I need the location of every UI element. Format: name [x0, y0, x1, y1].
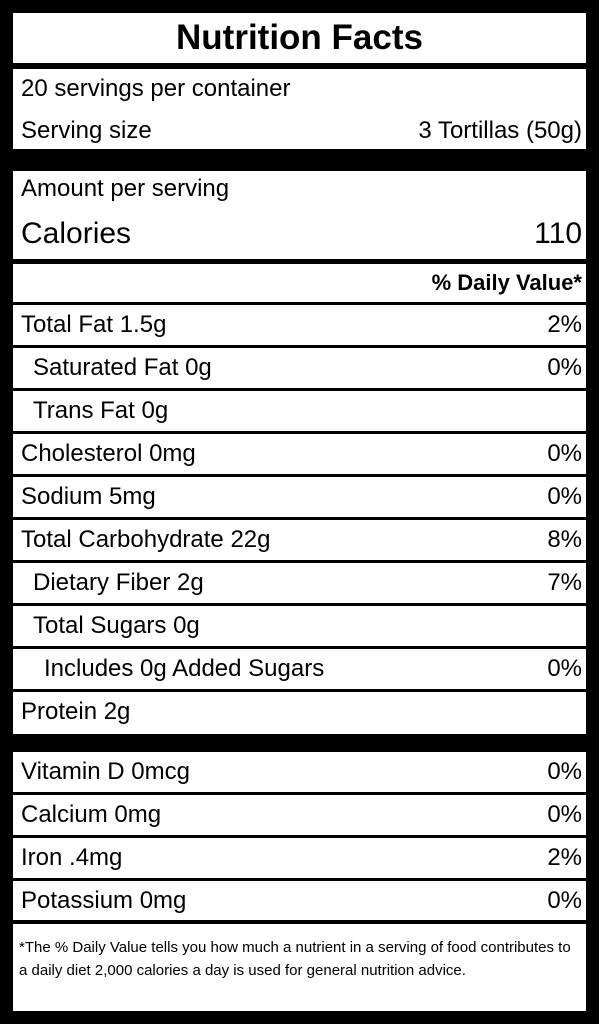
divider — [13, 431, 586, 434]
label-title: Nutrition Facts — [176, 18, 423, 57]
amount-per-serving: Amount per serving — [21, 175, 230, 202]
nutrient-dv: 7% — [547, 569, 582, 596]
vitamin-row-iron: Iron .4mg 2% — [13, 838, 586, 878]
divider — [13, 345, 586, 348]
vitamin-dv: 0% — [547, 801, 582, 828]
calories-value: 110 — [534, 217, 582, 250]
nutrient-label: Total Carbohydrate 22g — [21, 526, 271, 553]
nutrient-row-total-carbohydrate: Total Carbohydrate 22g 8% — [13, 520, 586, 560]
amount-panel: Amount per serving Calories 110 — [13, 171, 586, 259]
nutrient-row-added-sugars: Includes 0g Added Sugars 0% — [13, 649, 586, 689]
nutrient-row-sodium: Sodium 5mg 0% — [13, 477, 586, 517]
divider — [13, 792, 586, 795]
nutrients-panel: Total Fat 1.5g 2% Saturated Fat 0g 0% Tr… — [13, 305, 586, 734]
nutrient-dv: 2% — [547, 311, 582, 338]
nutrient-row-trans-fat: Trans Fat 0g — [13, 391, 586, 431]
nutrient-row-total-fat: Total Fat 1.5g 2% — [13, 305, 586, 345]
divider — [13, 560, 586, 563]
nutrient-label: Protein 2g — [21, 698, 131, 725]
nutrient-row-total-sugars: Total Sugars 0g — [13, 606, 586, 646]
vitamin-label: Iron .4mg — [21, 844, 123, 871]
divider — [13, 517, 586, 520]
nutrient-dv: 0% — [547, 440, 582, 467]
divider — [13, 603, 586, 606]
daily-value-header: % Daily Value* — [431, 270, 582, 295]
footnote-panel: *The % Daily Value tells you how much a … — [13, 924, 586, 1011]
vitamin-row-potassium: Potassium 0mg 0% — [13, 881, 586, 921]
divider — [13, 646, 586, 649]
vitamin-dv: 2% — [547, 844, 582, 871]
nutrient-label: Total Fat 1.5g — [21, 311, 167, 338]
nutrient-row-saturated-fat: Saturated Fat 0g 0% — [13, 348, 586, 388]
nutrient-dv: 8% — [547, 526, 582, 553]
nutrient-label: Cholesterol 0mg — [21, 440, 196, 467]
vitamins-panel: Vitamin D 0mcg 0% Calcium 0mg 0% Iron .4… — [13, 752, 586, 920]
vitamin-label: Calcium 0mg — [21, 801, 162, 828]
nutrient-label: Includes 0g Added Sugars — [44, 655, 325, 682]
divider — [13, 835, 586, 838]
vitamin-label: Potassium 0mg — [21, 887, 187, 914]
servings-per-container: 20 servings per container — [21, 75, 291, 102]
nutrient-label: Dietary Fiber 2g — [33, 569, 204, 596]
divider — [13, 388, 586, 391]
divider — [13, 474, 586, 477]
footnote: *The % Daily Value tells you how much a … — [19, 939, 571, 979]
nutrient-dv: 0% — [547, 483, 582, 510]
vitamin-dv: 0% — [547, 887, 582, 914]
vitamin-dv: 0% — [547, 758, 582, 785]
serving-size-label: Serving size — [21, 117, 152, 144]
servings-line: 20 servings per container — [21, 75, 582, 103]
nutrient-label: Sodium 5mg — [21, 483, 156, 510]
divider — [13, 689, 586, 692]
serving-panel: 20 servings per container Serving size 3… — [13, 69, 586, 149]
nutrient-dv: 0% — [547, 354, 582, 381]
title-panel: Nutrition Facts — [13, 13, 586, 63]
calories-label: Calories — [21, 217, 132, 250]
serving-size-line: Serving size 3 Tortillas (50g) — [21, 117, 582, 145]
nutrient-dv: 0% — [547, 655, 582, 682]
daily-value-panel: % Daily Value* — [13, 264, 586, 302]
vitamin-label: Vitamin D 0mcg — [21, 758, 190, 785]
calories-line: Calories 110 — [21, 217, 582, 251]
nutrient-label: Saturated Fat 0g — [33, 354, 212, 381]
nutrient-label: Trans Fat 0g — [33, 397, 169, 424]
nutrient-row-dietary-fiber: Dietary Fiber 2g 7% — [13, 563, 586, 603]
nutrient-row-cholesterol: Cholesterol 0mg 0% — [13, 434, 586, 474]
nutrient-row-protein: Protein 2g — [13, 692, 586, 732]
vitamin-row-calcium: Calcium 0mg 0% — [13, 795, 586, 835]
serving-size-value: 3 Tortillas (50g) — [418, 117, 582, 144]
vitamin-row-vitamin-d: Vitamin D 0mcg 0% — [13, 752, 586, 792]
nutrient-label: Total Sugars 0g — [33, 612, 200, 639]
amount-line: Amount per serving — [21, 175, 582, 203]
divider — [13, 878, 586, 881]
daily-value-header-row: % Daily Value* — [13, 264, 586, 302]
